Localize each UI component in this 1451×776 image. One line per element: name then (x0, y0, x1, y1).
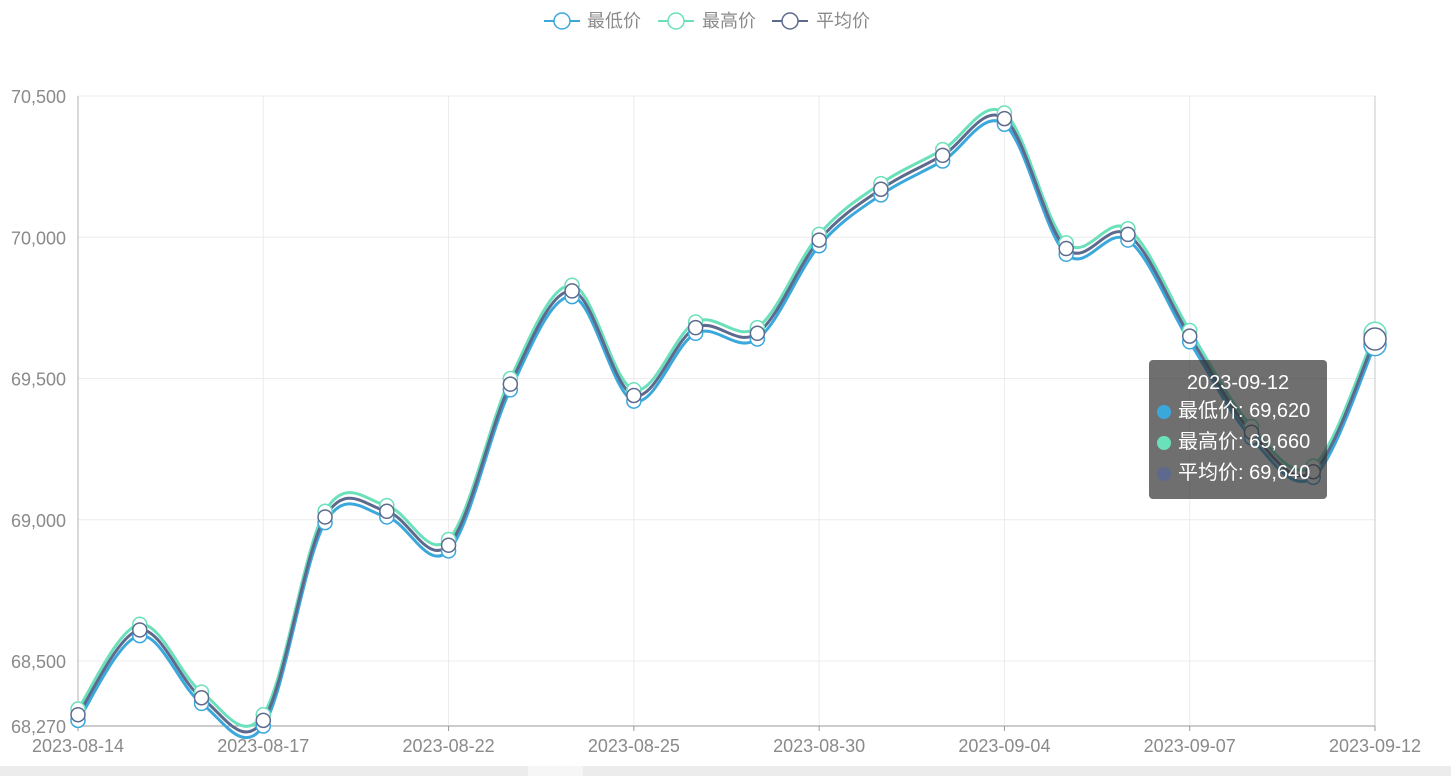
x-tick-label: 2023-08-22 (403, 736, 495, 756)
legend-item-high[interactable]: 最高价 (658, 11, 756, 31)
data-point-avg (1181, 328, 1198, 344)
data-point-avg (1120, 226, 1136, 243)
tooltip-marker-high (1157, 435, 1171, 450)
tooltip-label-avg: 平均价: 69,640 (1178, 462, 1311, 484)
tooltip-label-high: 最高价: 69,660 (1178, 431, 1311, 453)
y-tick-label: 69,500 (11, 370, 66, 390)
x-tick-label: 2023-09-12 (1329, 736, 1421, 756)
legend-item-avg[interactable]: 平均价 (772, 11, 870, 31)
tooltip-row-low: 最低价: 69,620 (1157, 396, 1327, 427)
legend-circle-icon (667, 12, 685, 30)
y-tick-label: 70,500 (11, 87, 66, 107)
x-tick-label: 2023-08-14 (32, 736, 124, 756)
data-point-avg (317, 509, 333, 525)
legend-circle-icon (781, 12, 799, 30)
hover-tooltip: 2023-09-12 最低价: 69,620 最高价: 69,660 平均价: … (1149, 360, 1327, 499)
data-point-avg (564, 283, 580, 299)
x-tick-label: 2023-08-30 (773, 736, 865, 756)
data-point-avg (749, 325, 766, 342)
x-tick-label: 2023-08-17 (217, 736, 309, 756)
data-point-avg (70, 706, 86, 723)
data-point-avg (996, 110, 1013, 127)
tooltip-date: 2023-09-12 (1186, 372, 1290, 394)
x-tick-label: 2023-09-04 (958, 736, 1050, 756)
data-point-avg (934, 147, 951, 164)
data-point-avg (255, 712, 272, 729)
data-point-avg (626, 387, 642, 404)
horizontal-scrollbar[interactable] (0, 766, 1451, 776)
data-point-avg (1363, 327, 1387, 351)
tooltip-marker-low (1157, 404, 1171, 419)
data-point-avg (132, 622, 148, 638)
y-tick-label: 69,000 (11, 511, 66, 531)
legend-label: 平均价 (816, 11, 870, 31)
data-point-avg (193, 689, 210, 706)
y-tick-label: 68,500 (11, 652, 66, 672)
data-point-avg (1058, 240, 1074, 257)
data-point-avg (440, 537, 457, 553)
data-point-avg (687, 319, 704, 336)
data-point-avg (811, 232, 827, 248)
legend-label: 最低价 (587, 11, 641, 31)
tooltip-marker-avg (1157, 466, 1171, 481)
x-tick-label: 2023-08-25 (588, 736, 680, 756)
data-point-avg (873, 181, 889, 197)
y-tick-label: 70,000 (11, 228, 66, 248)
legend-circle-icon (553, 12, 571, 30)
tooltip-label-low: 最低价: 69,620 (1178, 400, 1311, 422)
tooltip-row-avg: 平均价: 69,640 (1157, 458, 1327, 489)
y-tick-label: 68,270 (11, 717, 66, 737)
data-point-avg (379, 503, 395, 520)
tooltip-row-high: 最高价: 69,660 (1157, 427, 1327, 458)
scrollbar-gap (528, 766, 583, 776)
data-point-avg (502, 376, 519, 392)
legend-label: 最高价 (702, 11, 756, 31)
x-tick-label: 2023-09-07 (1144, 736, 1236, 756)
legend-item-low[interactable]: 最低价 (544, 11, 641, 31)
